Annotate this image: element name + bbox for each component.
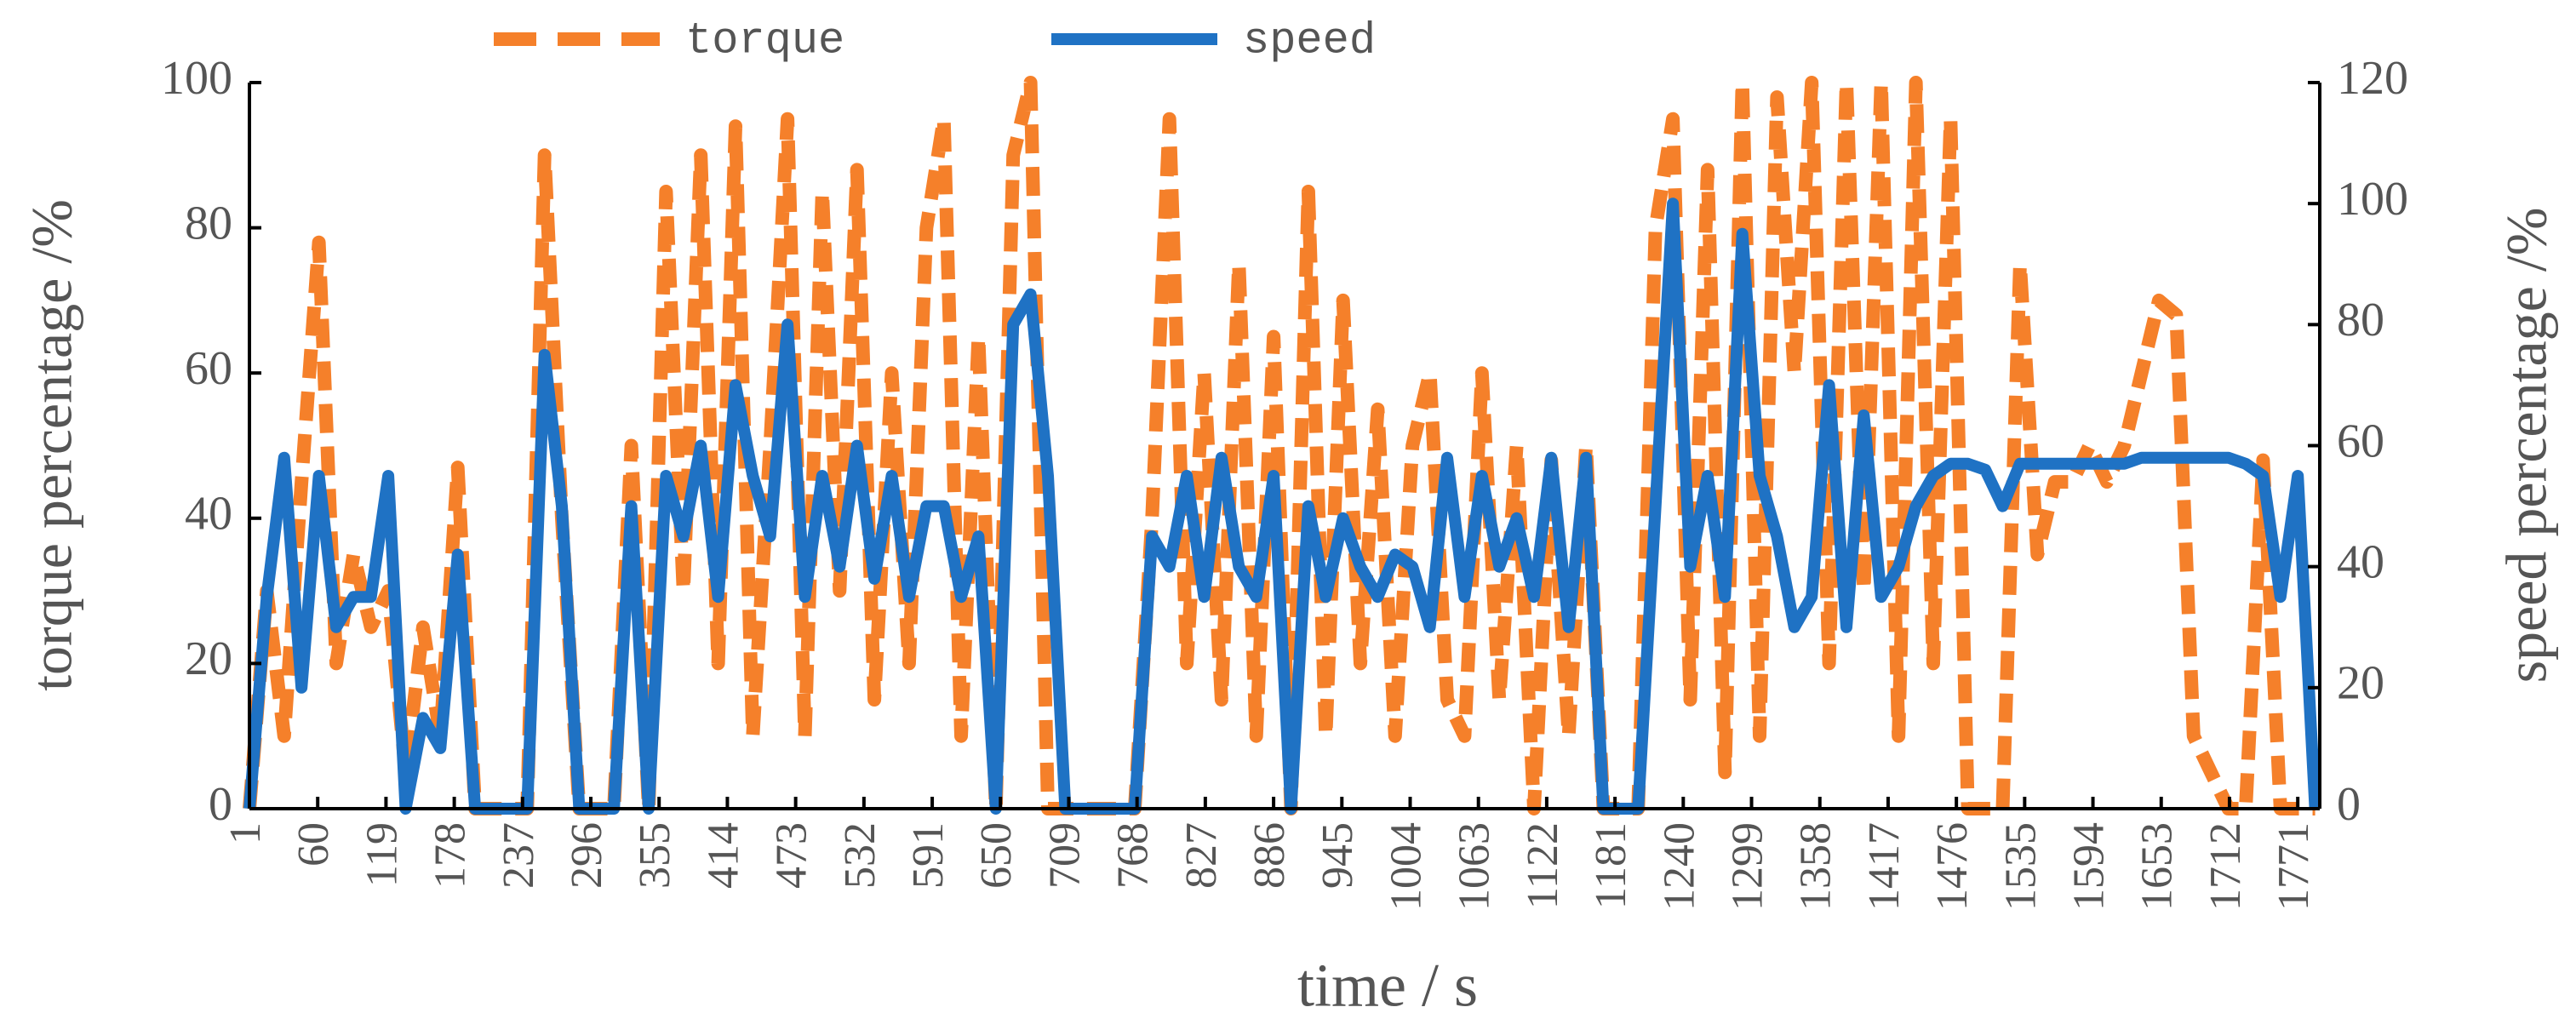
x-tick-label: 1712 [2201,822,2250,911]
legend-label: torque [685,16,844,66]
x-tick-label: 178 [426,822,475,889]
y2-tick-label: 20 [2337,657,2384,710]
x-tick-label: 473 [768,822,816,889]
x-tick-label: 1594 [2064,822,2113,911]
x-tick-label: 1771 [2270,822,2318,911]
x-tick-label: 1653 [2133,822,2182,911]
y-tick-label: 60 [185,342,232,395]
x-tick-label: 768 [1109,822,1158,889]
x-tick-label: 1122 [1519,822,1567,909]
x-tick-label: 355 [631,822,679,889]
x-tick-label: 1063 [1451,822,1499,911]
x-tick-label: 119 [358,822,406,887]
y-tick-label: 80 [185,197,232,249]
x-tick-label: 945 [1314,822,1362,889]
x-tick-label: 709 [1040,822,1089,889]
x-axis-label: time / s [1297,952,1478,1020]
y-axis-label: torque percentage /% [20,199,84,691]
x-tick-label: 886 [1245,822,1294,889]
y-tick-label: 20 [185,632,232,685]
x-tick-label: 1358 [1792,822,1840,911]
x-tick-label: 296 [563,822,611,889]
legend-label: speed [1243,16,1376,66]
y2-axis-label: speed percentage /% [2494,208,2559,684]
x-tick-label: 532 [836,822,884,889]
x-tick-label: 414 [699,822,747,889]
x-tick-label: 1240 [1655,822,1703,911]
y2-tick-label: 0 [2337,778,2361,831]
y2-tick-label: 120 [2337,52,2408,105]
x-tick-label: 591 [904,822,953,889]
x-tick-label: 827 [1177,822,1226,889]
y2-tick-label: 80 [2337,294,2384,346]
x-tick-label: 237 [495,822,543,889]
x-tick-label: 1417 [1860,822,1909,911]
x-tick-label: 1535 [1996,822,2045,911]
x-tick-label: 1476 [1928,822,1977,911]
x-tick-label: 1 [221,822,270,844]
y-tick-label: 0 [209,778,232,831]
y2-tick-label: 60 [2337,415,2384,467]
y-tick-label: 100 [161,52,232,105]
y-tick-label: 40 [185,488,232,541]
y2-tick-label: 100 [2337,173,2408,226]
x-tick-label: 1004 [1382,822,1430,911]
x-tick-label: 1299 [1723,822,1772,911]
x-tick-label: 60 [289,822,338,867]
x-tick-label: 1181 [1587,822,1635,909]
y2-tick-label: 40 [2337,536,2384,589]
x-tick-label: 650 [972,822,1021,889]
